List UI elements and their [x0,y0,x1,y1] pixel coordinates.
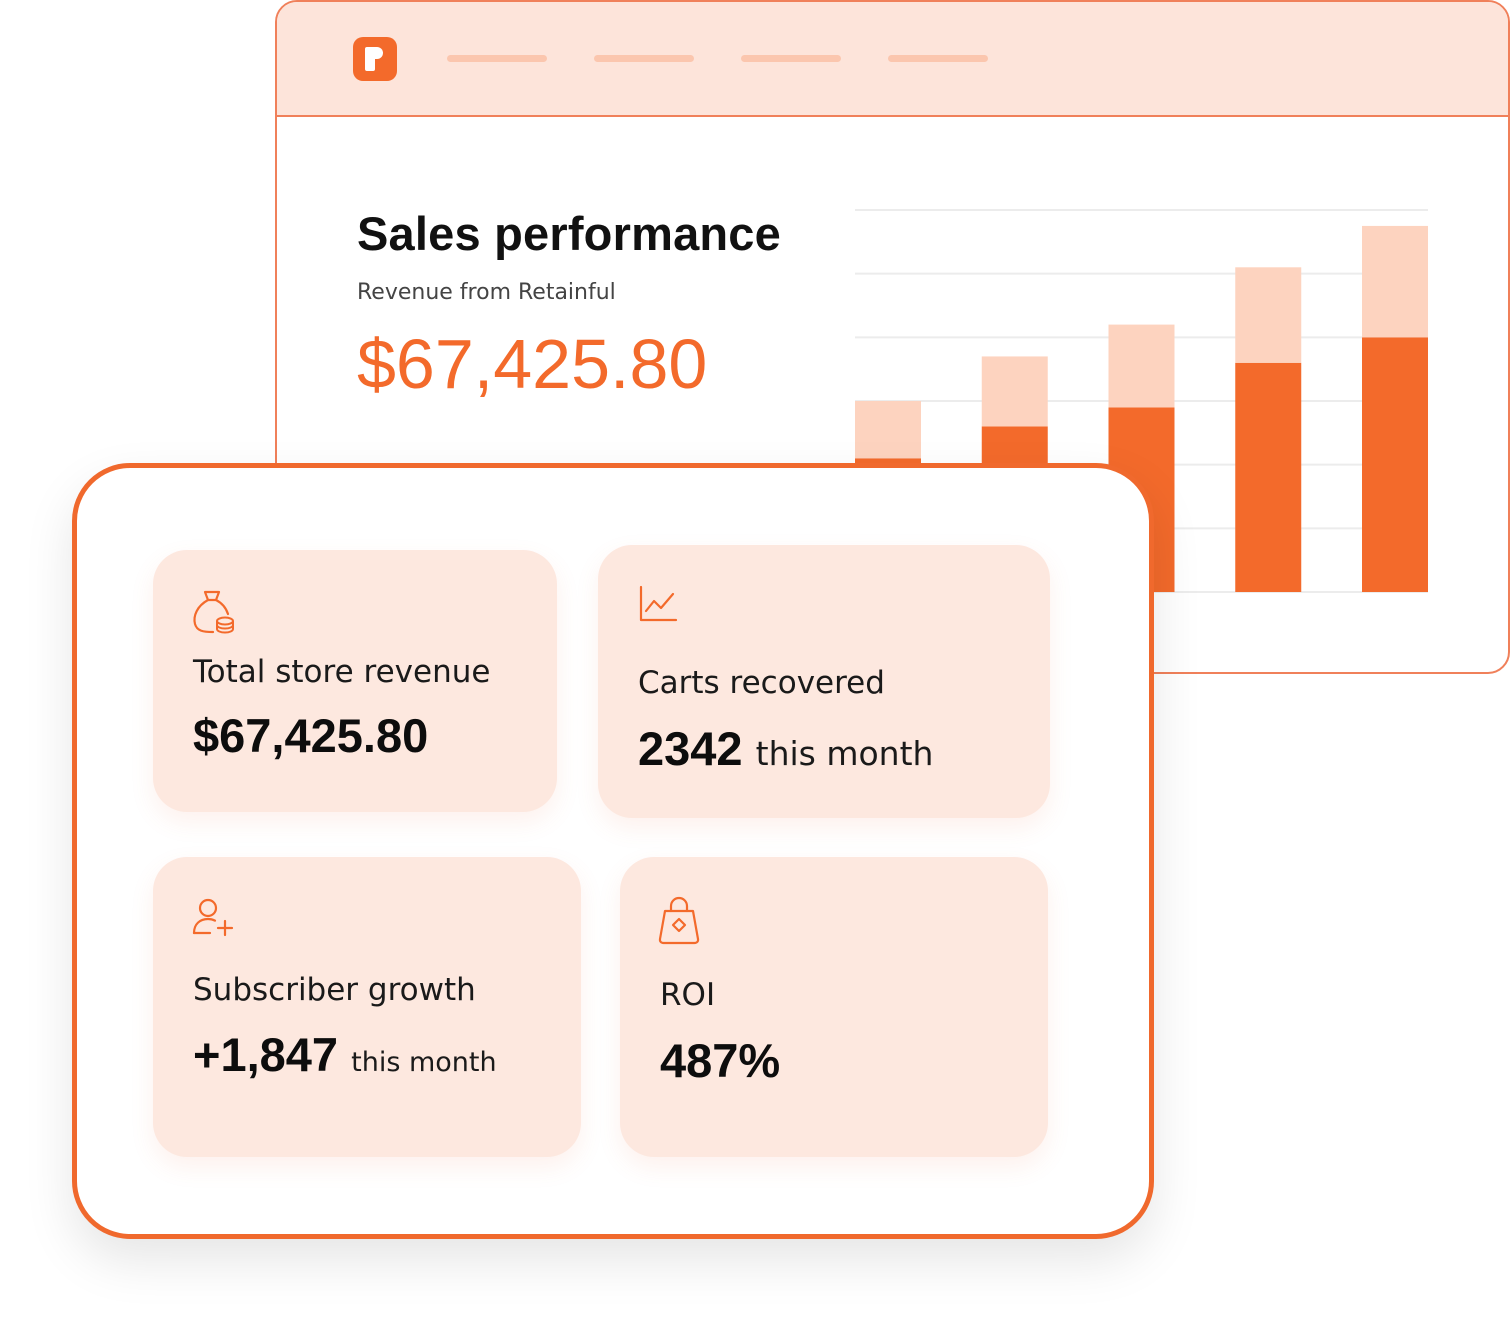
app-logo[interactable] [353,37,397,81]
chart-bar-4-segment-1 [1235,362,1302,592]
carts-label: Carts recovered [638,665,885,701]
sales-subtitle: Revenue from Retainful [357,280,616,305]
revenue-label: Total store revenue [193,654,491,690]
chart-bar-2-segment-2 [981,356,1048,427]
carts-value-line: 2342 this month [638,721,933,776]
chart-bar-1-segment-2 [855,401,921,459]
shopping-bag-icon [658,896,700,945]
chart-bar-4-segment-2 [1235,267,1302,363]
subscribers-value-line: +1,847 this month [193,1027,497,1082]
revenue-value: $67,425.80 [193,709,429,762]
roi-value: 487% [660,1034,781,1087]
carts-tile: Carts recovered 2342 this month [598,545,1050,818]
revenue-tile: Total store revenue $67,425.80 [153,550,557,812]
nav-item-1[interactable] [447,55,547,62]
user-plus-icon [192,898,234,937]
chart-bar-5-segment-2 [1362,225,1428,338]
nav-item-4[interactable] [888,55,988,62]
chart-bar-5-segment-1 [1362,337,1428,592]
roi-label: ROI [660,977,716,1013]
nav-item-3[interactable] [741,55,841,62]
subscribers-tile: Subscriber growth +1,847 this month [153,857,581,1157]
window-header [277,2,1508,117]
subscribers-suffix: this month [351,1047,497,1078]
nav-item-2[interactable] [594,55,694,62]
line-chart-icon [639,585,678,622]
carts-value: 2342 [638,722,743,775]
carts-suffix: this month [755,734,934,773]
sales-amount: $67,425.80 [357,325,708,403]
roi-tile: ROI 487% [620,857,1048,1157]
chart-bar-3-segment-2 [1108,324,1175,408]
subscribers-value: +1,847 [193,1028,339,1081]
money-bag-icon [193,590,234,634]
sales-title: Sales performance [357,207,781,260]
stats-card: Total store revenue $67,425.80 Carts rec… [72,463,1154,1239]
logo-glyph [365,47,375,71]
subscribers-label: Subscriber growth [193,972,476,1008]
logo-glyph-top [369,47,383,59]
